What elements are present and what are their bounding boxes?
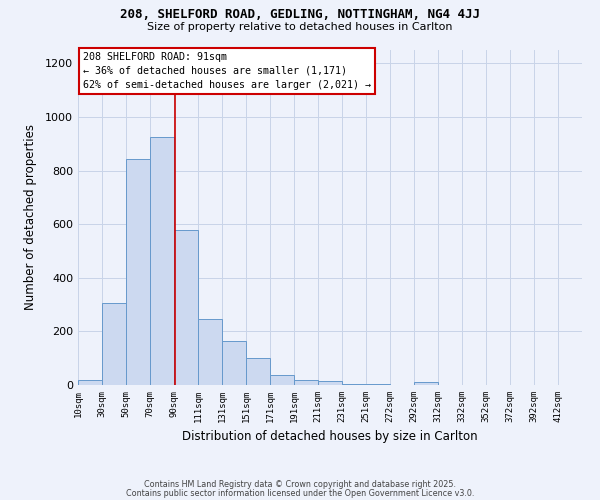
Bar bbox=[126, 158, 150, 385]
Text: Contains HM Land Registry data © Crown copyright and database right 2025.: Contains HM Land Registry data © Crown c… bbox=[144, 480, 456, 489]
Bar bbox=[294, 380, 318, 385]
Bar bbox=[150, 137, 174, 385]
Bar bbox=[342, 384, 366, 385]
Bar bbox=[198, 319, 222, 385]
Bar bbox=[270, 375, 294, 385]
Bar bbox=[246, 358, 270, 385]
Bar bbox=[366, 384, 390, 385]
Bar bbox=[222, 342, 246, 385]
X-axis label: Distribution of detached houses by size in Carlton: Distribution of detached houses by size … bbox=[182, 430, 478, 444]
Text: 208, SHELFORD ROAD, GEDLING, NOTTINGHAM, NG4 4JJ: 208, SHELFORD ROAD, GEDLING, NOTTINGHAM,… bbox=[120, 8, 480, 20]
Y-axis label: Number of detached properties: Number of detached properties bbox=[23, 124, 37, 310]
Text: 208 SHELFORD ROAD: 91sqm
← 36% of detached houses are smaller (1,171)
62% of sem: 208 SHELFORD ROAD: 91sqm ← 36% of detach… bbox=[83, 52, 371, 90]
Bar bbox=[174, 230, 198, 385]
Bar bbox=[78, 380, 102, 385]
Text: Contains public sector information licensed under the Open Government Licence v3: Contains public sector information licen… bbox=[126, 488, 474, 498]
Bar bbox=[414, 382, 438, 385]
Bar bbox=[102, 304, 126, 385]
Bar bbox=[318, 381, 342, 385]
Text: Size of property relative to detached houses in Carlton: Size of property relative to detached ho… bbox=[147, 22, 453, 32]
